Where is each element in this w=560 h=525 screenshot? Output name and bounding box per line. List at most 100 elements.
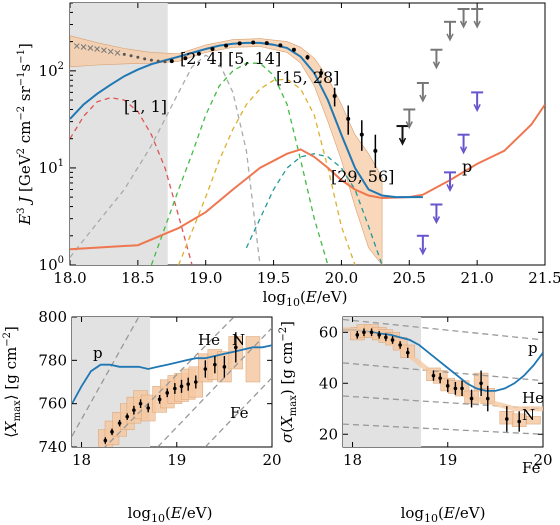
sigma-ref-label-p: p xyxy=(528,339,538,357)
data-point xyxy=(146,406,150,410)
data-point xyxy=(210,46,215,51)
reference-line xyxy=(343,395,543,410)
group-label-2: [2, 4] xyxy=(180,49,223,68)
xmax-sigma-panel: 18 19 20 20 40 60 log10(E/eV) σ(Xmax) [g cm−2… xyxy=(278,316,553,525)
data-point xyxy=(319,71,324,76)
data-point xyxy=(165,391,170,395)
x-tick-label: 18.5 xyxy=(121,269,154,287)
clipped xyxy=(343,317,543,447)
x-tick-label: 21.0 xyxy=(460,269,493,287)
y-tick-label: 40 xyxy=(319,374,338,392)
x-tick-label: 20 xyxy=(533,451,552,469)
x-tick-label: 18 xyxy=(343,451,362,469)
x-tick-label: 21.5 xyxy=(528,269,560,287)
upper-limit-gray-arrow xyxy=(446,33,454,42)
y-tick-label: 60 xyxy=(319,323,338,341)
series-line-1 xyxy=(70,54,261,265)
series-line-0 xyxy=(70,96,193,265)
data-point xyxy=(234,345,238,350)
x-tick-label: 18 xyxy=(72,451,91,469)
series-line-6 xyxy=(70,41,423,199)
data-point xyxy=(390,338,395,342)
data-point xyxy=(203,367,208,371)
upper-limit-gray-arrow xyxy=(473,20,481,29)
data-point xyxy=(453,386,458,391)
x-tick-label: 19 xyxy=(167,451,186,469)
data-point xyxy=(237,41,242,46)
x-tick-label: 20.0 xyxy=(325,269,358,287)
data-point xyxy=(405,350,410,355)
upper-limit-purple-arrow xyxy=(459,146,468,155)
reference-line xyxy=(343,362,543,382)
data-point xyxy=(305,55,310,60)
data-point xyxy=(194,380,198,384)
x-tick-label: 19 xyxy=(438,451,457,469)
xmax-ref-label-p: p xyxy=(93,344,103,362)
xmax-sigma-axes: 18 19 20 20 40 60 xyxy=(319,317,553,469)
data-dot xyxy=(143,57,147,61)
data-point xyxy=(224,43,229,48)
data-point xyxy=(179,384,184,389)
data-cross xyxy=(87,45,94,51)
xmax-mean-ylabel: ⟨Xmax⟩ [g cm−2] xyxy=(2,326,23,438)
data-point xyxy=(264,41,269,46)
data-point xyxy=(157,397,162,402)
y-tick-label: 760 xyxy=(38,395,67,413)
series-fit xyxy=(72,344,272,405)
data-cross xyxy=(80,44,87,50)
xmax-mean-xlabel: log10(E/eV) xyxy=(128,504,213,525)
xmax-ref-label-he: He xyxy=(198,331,220,349)
reference-line xyxy=(343,318,543,341)
data-point xyxy=(346,116,351,121)
data-point xyxy=(362,330,366,335)
upper-limit-purple-arrow xyxy=(432,216,441,225)
xmax-mean-panel: 18 19 20 740 760 780 800 log10(E/eV) ⟨Xmax⟩ [g… xyxy=(2,308,282,525)
spectrum-xlabel: log10(E/eV) xyxy=(263,288,348,309)
group-label-1: [1, 1] xyxy=(124,97,167,116)
upper-limit-gray-arrow xyxy=(432,61,441,70)
xmax-sigma-plot-area xyxy=(343,317,543,447)
spectrum-plot-area xyxy=(70,3,545,265)
x-tick-label: 18.0 xyxy=(53,269,86,287)
data-point xyxy=(291,47,296,52)
data-dot xyxy=(129,54,133,58)
data-dot xyxy=(136,55,140,59)
data-point xyxy=(431,373,436,378)
y-tick-label: 780 xyxy=(38,351,67,369)
data-point xyxy=(183,56,188,61)
upper-limit-gray-arrow xyxy=(459,20,468,29)
data-point xyxy=(169,59,174,64)
series-fit xyxy=(343,328,543,392)
xmax-sigma-xlabel: log10(E/eV) xyxy=(401,504,486,525)
data-point xyxy=(445,384,450,388)
data-point xyxy=(213,362,217,367)
data-point xyxy=(186,382,190,386)
data-point xyxy=(222,365,227,369)
reference-line xyxy=(343,423,543,435)
spectrum-axes: 18.0 18.5 19.0 19.5 20.0 20.5 21.0 21.510010110… xyxy=(39,2,560,287)
x-tick-label: 20.5 xyxy=(393,269,426,287)
data-point xyxy=(479,381,483,386)
reference-line xyxy=(72,317,140,437)
upper-limit-purple-arrow xyxy=(473,104,481,113)
data-cross xyxy=(107,48,114,55)
data-point xyxy=(355,333,360,337)
series-line-4 xyxy=(245,153,383,265)
data-point xyxy=(505,417,509,421)
sigma-ref-label-he: He xyxy=(522,389,544,407)
y-tick-label: 20 xyxy=(319,425,338,443)
reference-line xyxy=(104,317,235,447)
upper-limit-gray-arrow xyxy=(405,121,413,130)
data-point xyxy=(517,419,521,424)
data-point xyxy=(278,43,283,48)
spectrum-clipped xyxy=(70,3,545,265)
data-cross xyxy=(101,47,107,54)
data-dot xyxy=(156,59,160,63)
data-point xyxy=(103,438,108,443)
xmax-mean-plot-area xyxy=(72,317,272,447)
series-line-2 xyxy=(150,62,329,265)
data-cross xyxy=(94,46,100,52)
data-dot xyxy=(163,60,167,64)
data-cross xyxy=(73,43,80,49)
